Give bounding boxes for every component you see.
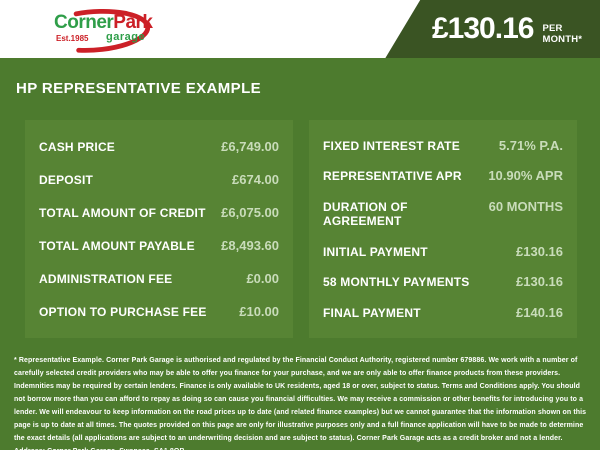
- row-label: ADMINISTRATION FEE: [39, 272, 173, 286]
- header: CornerPark Est.1985 garage £130.16 PER M…: [0, 0, 600, 58]
- row-value: 5.71% P.A.: [498, 137, 563, 153]
- price-banner: £130.16 PER MONTH*: [385, 0, 600, 58]
- table-row: DURATION OF AGREEMENT 60 MONTHS: [323, 199, 563, 228]
- finance-table-left: CASH PRICE £6,749.00 DEPOSIT £674.00 TOT…: [25, 120, 293, 338]
- row-label: CASH PRICE: [39, 140, 116, 154]
- disclaimer-text: * Representative Example. Corner Park Ga…: [14, 357, 587, 450]
- row-label: DEPOSIT: [39, 173, 94, 187]
- page-title: HP REPRESENTATIVE EXAMPLE: [16, 80, 262, 97]
- logo-garage-label: garage: [106, 31, 146, 43]
- row-value: £6,075.00: [221, 205, 279, 220]
- row-value: £130.16: [516, 243, 563, 259]
- table-row: FIXED INTEREST RATE 5.71% P.A.: [323, 138, 563, 153]
- row-label: TOTAL AMOUNT OF CREDIT: [39, 206, 206, 220]
- table-row: REPRESENTATIVE APR 10.90% APR: [323, 168, 563, 183]
- finance-body: HP REPRESENTATIVE EXAMPLE CASH PRICE £6,…: [0, 58, 600, 450]
- row-label: OPTION TO PURCHASE FEE: [39, 305, 207, 319]
- row-value: £130.16: [516, 274, 563, 290]
- row-label: DURATION OF AGREEMENT: [323, 200, 408, 229]
- row-value: £6,749.00: [221, 139, 279, 154]
- row-label: FINAL PAYMENT: [323, 306, 421, 321]
- row-value: 60 MONTHS: [488, 199, 563, 215]
- table-row: FINAL PAYMENT £140.16: [323, 305, 563, 320]
- row-value: £8,493.60: [221, 238, 279, 253]
- monthly-price-period-label: PER MONTH*: [542, 22, 583, 45]
- finance-table-right: FIXED INTEREST RATE 5.71% P.A. REPRESENT…: [309, 120, 577, 338]
- row-label: REPRESENTATIVE APR: [323, 169, 462, 184]
- logo-established-label: Est.1985: [56, 34, 89, 43]
- logo-text-park: Park: [113, 12, 153, 33]
- table-row: CASH PRICE £6,749.00: [39, 139, 279, 154]
- row-value: £10.00: [239, 304, 279, 319]
- table-row: INITIAL PAYMENT £130.16: [323, 244, 563, 259]
- row-label: TOTAL AMOUNT PAYABLE: [39, 239, 195, 253]
- table-row: TOTAL AMOUNT OF CREDIT £6,075.00: [39, 205, 279, 220]
- row-value: £674.00: [232, 172, 279, 187]
- row-value: £0.00: [246, 271, 279, 286]
- table-row: DEPOSIT £674.00: [39, 172, 279, 187]
- table-row: ADMINISTRATION FEE £0.00: [39, 271, 279, 286]
- monthly-price: £130.16: [432, 12, 534, 45]
- row-label: 58 MONTHLY PAYMENTS: [323, 275, 470, 290]
- table-row: 58 MONTHLY PAYMENTS £130.16: [323, 274, 563, 289]
- row-value: £140.16: [516, 305, 563, 321]
- table-row: TOTAL AMOUNT PAYABLE £8,493.60: [39, 238, 279, 253]
- logo-swoosh-icon: [73, 8, 151, 53]
- logo-wordmark: CornerPark: [54, 12, 153, 34]
- table-row: OPTION TO PURCHASE FEE £10.00: [39, 304, 279, 319]
- logo-text-corner: Corner: [54, 12, 114, 33]
- row-label: INITIAL PAYMENT: [323, 244, 428, 259]
- cornerpark-logo: CornerPark Est.1985 garage: [42, 5, 172, 53]
- row-value: 10.90% APR: [488, 168, 563, 184]
- row-label: FIXED INTEREST RATE: [323, 138, 460, 153]
- finance-panels: CASH PRICE £6,749.00 DEPOSIT £674.00 TOT…: [25, 120, 577, 338]
